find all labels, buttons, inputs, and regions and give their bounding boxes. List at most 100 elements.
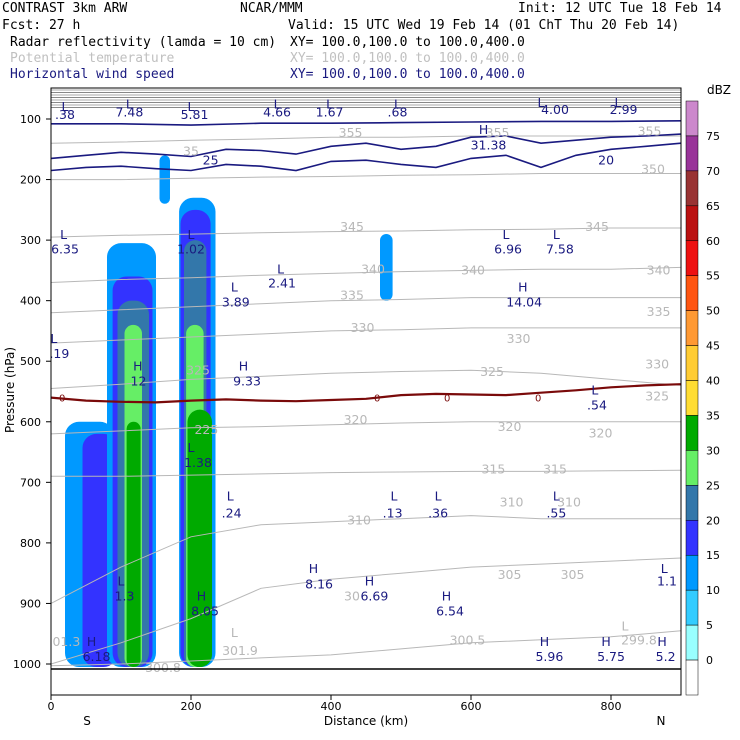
annotation-3: 1.02 — [177, 241, 205, 256]
annotation-1: 6.35 — [51, 241, 79, 256]
annotation-53: .38 — [55, 107, 75, 122]
x-tick-label-800: 800 — [601, 700, 622, 713]
annotation-90: 225 — [194, 422, 218, 437]
x-axis-label: Distance (km) — [324, 714, 408, 728]
annotation-56: L — [188, 99, 195, 114]
annotation-13: 14.04 — [506, 295, 542, 310]
x-tick-label-400: 400 — [321, 700, 342, 713]
freezing-level-label-2: 0 — [444, 394, 450, 405]
theta-contour-330 — [50, 327, 681, 344]
annotation-100: 340 — [461, 263, 485, 278]
annotation-71: 25 — [203, 152, 219, 167]
forecast-hour: Fcst: 27 h — [2, 18, 81, 33]
annotation-14: L — [50, 331, 57, 346]
annotation-88: 320 — [498, 419, 522, 434]
annotation-44: H — [87, 634, 96, 649]
annotation-107: 355 — [638, 123, 662, 138]
colorbar-label-0: 0 — [706, 654, 713, 667]
annotation-45: 6.18 — [83, 649, 111, 664]
annotation-19: 9.33 — [233, 373, 261, 388]
annotation-0: L — [60, 227, 67, 242]
y-tick-label-400: 400 — [20, 295, 41, 308]
field-reflectivity: Radar reflectivity (lamda = 10 cm) — [10, 35, 277, 50]
freezing-level-line — [50, 383, 682, 404]
annotation-64: L — [538, 95, 545, 110]
annotation-85: 315 — [481, 461, 505, 476]
annotation-78: L — [622, 619, 629, 634]
annotation-72: 01.3 — [52, 634, 80, 649]
annotation-69: 31.38 — [471, 137, 507, 152]
colorbar-swatch-13 — [685, 205, 699, 242]
colorbar-swatch-16 — [685, 100, 699, 137]
annotation-27: .13 — [383, 505, 403, 520]
annotation-57: 5.81 — [181, 107, 209, 122]
colorbar-swatch-14 — [685, 170, 699, 207]
annotation-74: L — [231, 625, 238, 640]
freezing-level-label-3: 0 — [535, 394, 541, 405]
annotation-33: 1.3 — [115, 588, 135, 603]
annotation-96: 330 — [645, 356, 669, 371]
theta-contour-355 — [50, 135, 681, 144]
y-tick-label-100: 100 — [20, 113, 41, 126]
annotation-91: 325 — [480, 364, 504, 379]
colorbar-swatch-6 — [685, 450, 699, 486]
y-axis-label: Pressure (hPa) — [3, 347, 17, 433]
wind-contours — [50, 89, 682, 172]
annotation-32: L — [118, 573, 125, 588]
annotation-10: L — [553, 227, 560, 242]
annotation-52: L — [62, 99, 69, 114]
colorbar-label-35: 35 — [706, 409, 720, 422]
annotation-16: H — [133, 358, 142, 373]
theta-contour-350 — [51, 173, 681, 181]
y-tick-label-1000: 1000 — [13, 658, 41, 671]
reflectivity-layer — [65, 155, 393, 668]
annotation-18: H — [239, 358, 248, 373]
annotation-106: 355 — [486, 125, 510, 140]
y-tick-label-700: 700 — [20, 476, 41, 489]
field-reflectivity-xy: XY= 100.0,100.0 to 100.0,400.0 — [290, 35, 525, 50]
annotation-104: 350 — [641, 162, 665, 177]
annotation-98: 335 — [647, 304, 671, 319]
init-time: Init: 12 UTC Tue 18 Feb 14 — [518, 1, 722, 16]
colorbar-label-55: 55 — [706, 270, 720, 283]
annotation-15: .19 — [49, 346, 69, 361]
annotation-28: L — [435, 489, 442, 504]
theta-contour-335 — [50, 297, 681, 314]
annotation-4: L — [277, 261, 284, 276]
colorbar-swatch-4 — [685, 520, 699, 556]
annotation-41: 8.05 — [191, 604, 219, 619]
annotation-26: L — [391, 489, 398, 504]
annotation-92: 325 — [645, 389, 669, 404]
annotation-43: 1.1 — [657, 573, 677, 588]
annotation-42: L — [661, 561, 668, 576]
field-wind-xy: XY= 100.0,100.0 to 100.0,400.0 — [290, 67, 525, 82]
colorbar-label-20: 20 — [706, 514, 720, 527]
annotation-36: H — [365, 573, 374, 588]
reflectivity-cell-13 — [380, 234, 393, 301]
annotation-51: 5.2 — [656, 649, 676, 664]
annotation-89: 320 — [589, 426, 613, 441]
colorbar-label-75: 75 — [706, 130, 720, 143]
annotation-84: 310 — [557, 495, 581, 510]
annotation-94: 330 — [351, 320, 375, 335]
annotation-50: H — [657, 634, 666, 649]
reflectivity-cell-12 — [187, 409, 212, 668]
annotation-70: 20 — [598, 152, 614, 167]
annotation-2: L — [188, 227, 195, 242]
field-theta: Potential temperature — [10, 51, 175, 66]
annotation-67: 2.99 — [610, 102, 638, 117]
annotation-54: L — [126, 97, 133, 112]
colorbar-label-5: 5 — [706, 619, 713, 632]
theta-contours — [50, 135, 682, 667]
annotation-82: 310 — [347, 513, 371, 528]
theta-contour-310 — [50, 515, 681, 604]
colorbar-swatch-12 — [685, 240, 699, 276]
x-tick-label-600: 600 — [461, 700, 482, 713]
annotation-73: 300.8 — [145, 660, 181, 675]
annotation-61: 1.67 — [316, 105, 344, 120]
annotation-55: 7.48 — [115, 105, 143, 120]
annotation-68: H — [479, 122, 488, 137]
colorbar-label-70: 70 — [706, 165, 720, 178]
annotation-5: 2.41 — [268, 275, 296, 290]
y-tick-label-900: 900 — [20, 597, 41, 610]
